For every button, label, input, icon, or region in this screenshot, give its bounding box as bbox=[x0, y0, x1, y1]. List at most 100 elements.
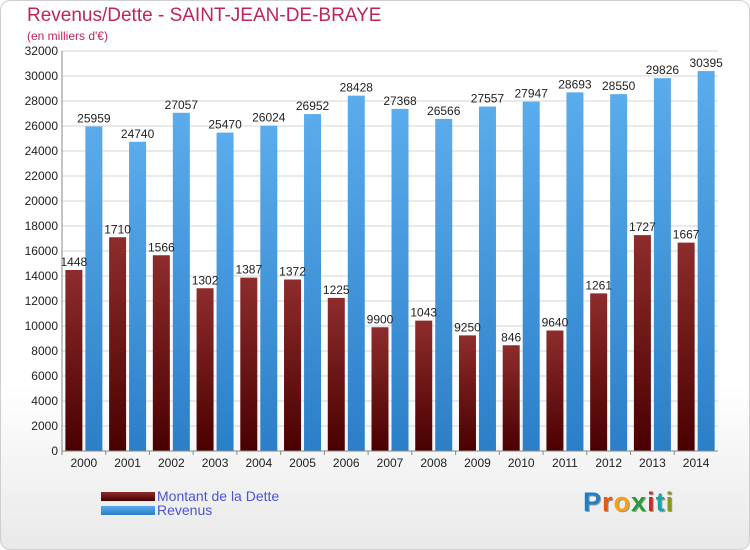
proxiti-logo: Proxiti bbox=[583, 487, 674, 518]
x-tick-label: 2004 bbox=[245, 456, 272, 470]
bar-debt-2012 bbox=[590, 293, 608, 451]
x-tick-label: 2003 bbox=[202, 456, 229, 470]
data-label-revenue-2010: 27947 bbox=[515, 87, 549, 101]
bar-debt-2004 bbox=[240, 277, 258, 451]
data-label-revenue-2004: 26024 bbox=[252, 111, 286, 125]
y-tick-label: 22000 bbox=[25, 169, 59, 183]
bar-debt-2003 bbox=[196, 288, 214, 451]
y-tick-label: 14000 bbox=[25, 269, 59, 283]
data-label-debt-2006: 1225 bbox=[323, 283, 350, 297]
data-label-revenue-2003: 25470 bbox=[208, 118, 242, 132]
bar-debt-2009 bbox=[458, 335, 476, 451]
chart-subtitle: (en milliers d'€) bbox=[27, 29, 108, 43]
y-tick-label: 0 bbox=[51, 444, 58, 458]
bar-revenue-2006 bbox=[347, 95, 365, 452]
x-tick-label: 2012 bbox=[595, 456, 622, 470]
data-label-debt-2010: 846 bbox=[501, 330, 521, 344]
y-tick-label: 4000 bbox=[31, 394, 58, 408]
data-label-debt-2007: 9900 bbox=[367, 312, 394, 326]
y-tick-label: 6000 bbox=[31, 369, 58, 383]
logo-letter: i bbox=[665, 487, 675, 517]
bar-debt-2005 bbox=[284, 279, 302, 451]
y-tick-label: 2000 bbox=[31, 419, 58, 433]
data-label-revenue-2009: 27557 bbox=[471, 92, 505, 106]
data-label-revenue-2012: 28550 bbox=[602, 79, 636, 93]
bar-chart: 1448 25959 1710 24740 1566 27057 1302 25470 1387… bbox=[25, 44, 724, 470]
y-tick-label: 20000 bbox=[25, 194, 59, 208]
data-label-debt-2013: 1727 bbox=[629, 220, 656, 234]
bar-revenue-2008 bbox=[435, 118, 453, 452]
bar-revenue-2000 bbox=[85, 126, 103, 451]
data-label-revenue-2001: 24740 bbox=[121, 127, 155, 141]
legend-swatch-revenue bbox=[101, 505, 155, 515]
x-tick-label: 2014 bbox=[683, 456, 710, 470]
y-tick-label: 12000 bbox=[25, 294, 59, 308]
x-tick-label: 2010 bbox=[508, 456, 535, 470]
data-label-revenue-2014: 30395 bbox=[689, 56, 723, 70]
bars bbox=[65, 71, 715, 452]
legend-label-revenue: Revenus bbox=[157, 502, 213, 518]
x-tick-label: 2002 bbox=[158, 456, 185, 470]
x-tick-label: 2011 bbox=[552, 456, 578, 470]
data-label-revenue-2008: 26566 bbox=[427, 104, 461, 118]
data-label-debt-2011: 9640 bbox=[542, 316, 569, 330]
data-label-debt-2012: 1261 bbox=[585, 278, 612, 292]
bar-debt-2000 bbox=[65, 270, 83, 451]
data-labels: 1448 25959 1710 24740 1566 27057 1302 25470 1387… bbox=[61, 56, 724, 344]
bar-revenue-2009 bbox=[478, 106, 496, 451]
y-tick-label: 16000 bbox=[25, 244, 59, 258]
data-label-debt-2014: 1667 bbox=[673, 228, 700, 242]
bar-revenue-2001 bbox=[129, 141, 147, 451]
x-tick-label: 2000 bbox=[71, 456, 98, 470]
bar-revenue-2013 bbox=[653, 78, 671, 452]
data-label-debt-2009: 9250 bbox=[454, 320, 481, 334]
y-tick-label: 26000 bbox=[25, 119, 59, 133]
data-label-revenue-2013: 29826 bbox=[646, 63, 680, 77]
x-tick-label: 2001 bbox=[114, 456, 141, 470]
y-tick-label: 32000 bbox=[25, 44, 59, 58]
bar-revenue-2010 bbox=[522, 101, 540, 451]
bar-revenue-2011 bbox=[566, 92, 584, 452]
bar-debt-2002 bbox=[152, 255, 170, 451]
data-label-revenue-2002: 27057 bbox=[165, 98, 199, 112]
data-label-debt-2004: 1387 bbox=[235, 263, 262, 277]
y-tick-label: 28000 bbox=[25, 94, 59, 108]
logo-letter: P bbox=[583, 487, 603, 517]
x-tick-label: 2005 bbox=[289, 456, 316, 470]
bar-revenue-2007 bbox=[391, 108, 409, 452]
legend-item-revenue: Revenus bbox=[101, 502, 213, 518]
x-tick-label: 2009 bbox=[464, 456, 491, 470]
bar-debt-2014 bbox=[677, 242, 695, 451]
bar-revenue-2012 bbox=[610, 94, 628, 451]
logo-letter: i bbox=[647, 487, 656, 517]
logo-letter: o bbox=[613, 487, 632, 517]
bar-debt-2006 bbox=[327, 297, 345, 451]
y-tick-label: 18000 bbox=[25, 219, 59, 233]
bar-revenue-2003 bbox=[216, 132, 234, 451]
data-label-debt-2000: 1448 bbox=[61, 255, 88, 269]
y-tick-label: 24000 bbox=[25, 144, 59, 158]
bar-debt-2010 bbox=[502, 345, 520, 451]
bar-revenue-2002 bbox=[172, 112, 190, 451]
bar-debt-2007 bbox=[371, 327, 389, 451]
data-label-revenue-2005: 26952 bbox=[296, 99, 330, 113]
data-label-revenue-2011: 28693 bbox=[558, 77, 592, 91]
logo-letter: t bbox=[655, 487, 666, 517]
data-label-revenue-2007: 27368 bbox=[383, 94, 417, 108]
bar-debt-2013 bbox=[633, 235, 651, 451]
data-label-revenue-2000: 25959 bbox=[77, 112, 111, 126]
bar-revenue-2005 bbox=[304, 114, 322, 451]
logo-letter: r bbox=[602, 487, 614, 517]
x-tick-label: 2008 bbox=[420, 456, 447, 470]
x-tick-label: 2006 bbox=[333, 456, 360, 470]
y-tick-label: 8000 bbox=[31, 344, 58, 358]
logo-letter: x bbox=[631, 487, 648, 517]
bar-revenue-2014 bbox=[697, 71, 715, 451]
legend-label-debt: Montant de la Dette bbox=[157, 488, 280, 504]
y-tick-label: 10000 bbox=[25, 319, 59, 333]
data-label-debt-2005: 1372 bbox=[279, 265, 306, 279]
axes: 0 2000 4000 6000 8000 10000 12000 14000 16000 180… bbox=[25, 44, 718, 470]
x-tick-label: 2007 bbox=[377, 456, 404, 470]
chart-title: Revenus/Dette - SAINT-JEAN-DE-BRAYE bbox=[27, 5, 382, 26]
